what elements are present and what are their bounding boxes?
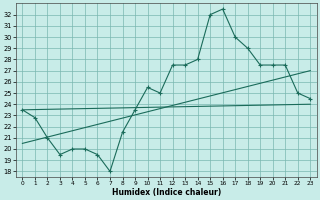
X-axis label: Humidex (Indice chaleur): Humidex (Indice chaleur): [112, 188, 221, 197]
